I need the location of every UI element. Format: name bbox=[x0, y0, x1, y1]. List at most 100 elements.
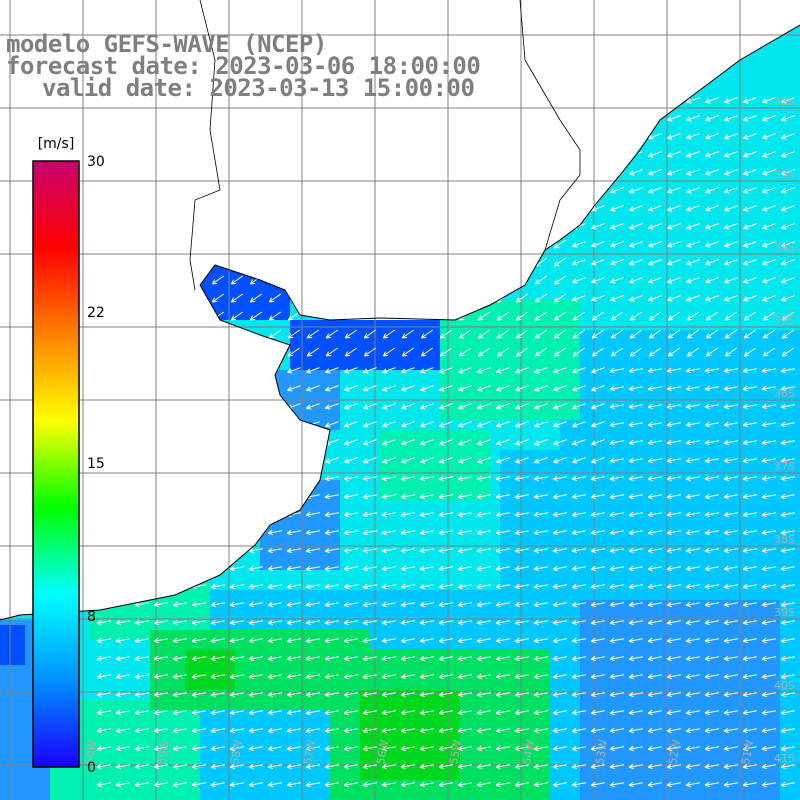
wind-arrow bbox=[553, 457, 567, 464]
wind-arrow bbox=[590, 529, 605, 536]
wind-arrow bbox=[248, 709, 263, 716]
wind-arrow bbox=[286, 691, 301, 698]
wind-arrow bbox=[685, 421, 700, 428]
wind-arrow bbox=[761, 385, 776, 392]
wind-arrow bbox=[230, 275, 244, 285]
wind-arrow bbox=[381, 745, 396, 752]
wind-arrow bbox=[476, 709, 491, 716]
wind-arrow bbox=[628, 709, 643, 716]
wind-arrow bbox=[306, 329, 320, 339]
wind-arrow bbox=[381, 637, 396, 644]
wind-arrow bbox=[647, 547, 662, 554]
wind-arrow bbox=[534, 457, 548, 464]
wind-arrow bbox=[666, 637, 681, 644]
wind-arrow bbox=[495, 709, 510, 716]
wind-arrow bbox=[781, 241, 795, 248]
wind-arrow bbox=[515, 329, 529, 339]
wind-arrow bbox=[723, 511, 738, 518]
wind-arrow bbox=[381, 691, 396, 698]
wind-arrow bbox=[685, 601, 700, 608]
wind-arrow bbox=[781, 187, 795, 194]
wind-arrow bbox=[704, 529, 719, 536]
wind-arrow bbox=[400, 709, 415, 716]
wind-arrow bbox=[743, 115, 757, 122]
wind-arrow bbox=[647, 655, 662, 662]
wind-arrow bbox=[514, 565, 529, 572]
wind-arrow bbox=[705, 187, 719, 194]
wind-arrow bbox=[648, 223, 662, 230]
lon-label: 57W bbox=[301, 739, 318, 766]
wind-arrow bbox=[458, 403, 472, 410]
wind-arrow bbox=[629, 223, 643, 230]
wind-arrow bbox=[476, 583, 491, 590]
wind-arrow bbox=[628, 619, 643, 626]
wind-arrow bbox=[762, 223, 776, 230]
wind-arrow bbox=[286, 673, 301, 680]
wind-arrow bbox=[476, 565, 491, 572]
wind-arrow bbox=[381, 727, 396, 734]
wind-arrow bbox=[666, 475, 681, 482]
wind-arrow bbox=[762, 295, 776, 302]
wind-arrow bbox=[153, 601, 168, 608]
wind-arrow bbox=[724, 205, 738, 212]
wind-arrow bbox=[686, 187, 700, 194]
wind-arrow bbox=[363, 439, 377, 446]
wind-arrow bbox=[724, 187, 738, 194]
wind-arrow bbox=[363, 457, 377, 464]
wind-arrow bbox=[381, 763, 396, 770]
wind-arrow bbox=[552, 511, 567, 518]
wind-arrow bbox=[590, 601, 605, 608]
wind-arrow bbox=[761, 745, 776, 752]
wind-arrow bbox=[438, 763, 453, 770]
wind-arrow bbox=[134, 673, 149, 680]
wind-arrow bbox=[514, 637, 529, 644]
wind-arrow bbox=[267, 619, 282, 626]
wind-arrow bbox=[761, 421, 776, 428]
wind-arrow bbox=[590, 727, 605, 734]
wind-arrow bbox=[628, 475, 643, 482]
wind-arrow bbox=[609, 439, 624, 446]
wind-arrow bbox=[306, 403, 320, 410]
wind-arrow bbox=[685, 691, 700, 698]
wind-arrow bbox=[343, 511, 358, 518]
wind-arrow bbox=[324, 637, 339, 644]
wind-arrow bbox=[96, 691, 111, 698]
wind-arrow bbox=[134, 745, 149, 752]
wind-arrow bbox=[647, 781, 662, 788]
wind-arrow bbox=[534, 421, 548, 428]
wind-arrow bbox=[419, 565, 434, 572]
wind-arrow bbox=[439, 329, 453, 339]
title-model: modelo GEFS-WAVE (NCEP) bbox=[6, 30, 327, 58]
wind-arrow bbox=[458, 329, 472, 339]
wind-arrow bbox=[381, 673, 396, 680]
wind-arrow bbox=[628, 385, 643, 392]
wind-arrow bbox=[134, 781, 149, 788]
wind-arrow bbox=[609, 529, 624, 536]
wind-arrow bbox=[666, 601, 681, 608]
wind-arrow bbox=[667, 277, 681, 284]
wind-arrow bbox=[704, 493, 719, 500]
wind-arrow bbox=[686, 115, 700, 122]
wind-arrow bbox=[686, 151, 700, 158]
lon-label: 60W bbox=[82, 739, 99, 766]
wind-arrow bbox=[553, 403, 567, 410]
wind-arrow bbox=[761, 457, 776, 464]
wind-arrow bbox=[686, 241, 700, 248]
wind-arrow bbox=[762, 115, 776, 122]
wind-arrow bbox=[495, 637, 510, 644]
wind-arrow bbox=[514, 673, 529, 680]
wind-arrow bbox=[572, 457, 586, 464]
wind-arrow bbox=[704, 403, 719, 410]
wind-arrow bbox=[248, 637, 263, 644]
wind-arrow bbox=[515, 293, 529, 303]
wind-arrow bbox=[571, 619, 586, 626]
wind-arrow bbox=[401, 329, 415, 339]
wind-arrow bbox=[381, 475, 396, 482]
wind-arrow bbox=[420, 439, 434, 446]
wind-arrow bbox=[305, 745, 320, 752]
wind-arrow bbox=[666, 403, 681, 410]
wind-arrow bbox=[363, 367, 377, 374]
wind-arrow bbox=[191, 691, 206, 698]
wind-arrow bbox=[267, 655, 282, 662]
